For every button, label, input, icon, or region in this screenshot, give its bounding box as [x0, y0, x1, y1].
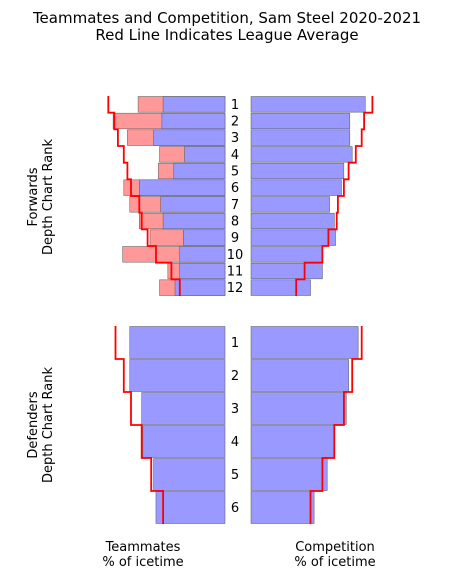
forwards-rank-label: 4 [231, 148, 239, 163]
defenders-rank-label: 3 [231, 402, 239, 417]
forwards-teammate-blue-bar [184, 146, 226, 163]
forwards-teammate-blue-bar [174, 279, 226, 296]
defenders-competition-blue-bar [250, 491, 315, 524]
defenders-rank-label: 6 [231, 501, 239, 516]
forwards-competition-blue-bar [250, 196, 330, 213]
defenders-competition-blue-bar [250, 392, 347, 425]
forwards-competition-blue-bar [250, 179, 342, 196]
forwards-teammate-blue-bar [183, 229, 226, 246]
defenders-rank-label: 2 [231, 369, 239, 384]
chart-title: Teammates and Competition, Sam Steel 202… [32, 9, 421, 27]
forwards-teammate-blue-bar [161, 112, 226, 130]
forwards-rank-label: 8 [231, 215, 239, 230]
competition-xlabel-line1: Competition [295, 540, 375, 555]
forwards-rank-label: 9 [231, 231, 239, 246]
forwards-teammate-blue-bar [179, 246, 226, 263]
forwards-competition-blue-bar [250, 96, 366, 113]
defenders-rank-label: 5 [231, 468, 239, 483]
forwards-ylabel-line1: Forwards [26, 167, 41, 226]
forwards-competition-blue-bar [250, 262, 323, 280]
forwards-rank-label: 11 [227, 265, 244, 280]
defenders-competition-blue-bar [250, 458, 328, 491]
chart-subtitle: Red Line Indicates League Average [95, 26, 358, 44]
forwards-teammate-blue-bar [153, 129, 226, 146]
competition-xlabel-line2: % of icetime [294, 555, 375, 570]
forwards-teammate-blue-bar [160, 196, 226, 213]
forwards-competition-blue-bar [250, 129, 351, 146]
forwards-competition-blue-bar [250, 229, 336, 246]
defenders-ylabel-line2: Depth Chart Rank [41, 367, 56, 484]
forwards-rank-label: 6 [231, 181, 239, 196]
teammates-xlabel-line1: Teammates [105, 540, 181, 555]
forwards-teammate-blue-bar [162, 96, 226, 113]
forwards-competition-blue-bar [250, 162, 345, 180]
forwards-rank-label: 12 [227, 281, 244, 296]
defenders-rank-label: 4 [231, 435, 239, 450]
forwards-competition-league-avg-line [295, 96, 374, 296]
forwards-teammate-blue-bar [179, 262, 226, 280]
forwards-teammate-blue-bar [162, 212, 226, 230]
forwards-rank-label: 1 [231, 98, 239, 113]
defenders-teammate-blue-bar [142, 425, 226, 458]
forwards-ylabel-line2: Depth Chart Rank [41, 139, 56, 256]
defenders-competition-blue-bar [250, 326, 359, 359]
defenders-competition-blue-bar [250, 425, 335, 458]
defenders-teammate-blue-bar [129, 326, 226, 359]
defenders-competition-league-avg-line [309, 326, 363, 524]
forwards-rank-label: 7 [231, 198, 239, 213]
forwards-competition-blue-bar [250, 146, 353, 163]
forwards-teammates-league-avg-line [107, 96, 181, 296]
defenders-ylabel-line1: Defenders [26, 391, 41, 458]
defenders-teammate-blue-bar [129, 359, 226, 392]
forwards-rank-label: 10 [227, 248, 244, 263]
forwards-rank-label: 3 [231, 131, 239, 146]
defenders-rank-label: 1 [231, 336, 239, 351]
forwards-teammate-blue-bar [139, 179, 226, 196]
forwards-rank-label: 5 [231, 165, 239, 180]
forwards-competition-blue-bar [250, 279, 311, 296]
forwards-teammate-blue-bar [173, 162, 226, 180]
forwards-competition-blue-bar [250, 212, 335, 230]
defenders-teammate-blue-bar [141, 392, 226, 425]
forwards-competition-blue-bar [250, 246, 323, 263]
defenders-competition-blue-bar [250, 359, 349, 392]
teammates-xlabel-line2: % of icetime [102, 555, 183, 570]
forwards-rank-label: 2 [231, 115, 239, 130]
defenders-teammate-blue-bar [153, 458, 226, 491]
forwards-competition-blue-bar [250, 112, 351, 130]
defenders-teammate-blue-bar [155, 491, 226, 524]
defenders-teammates-league-avg-line [114, 326, 164, 524]
